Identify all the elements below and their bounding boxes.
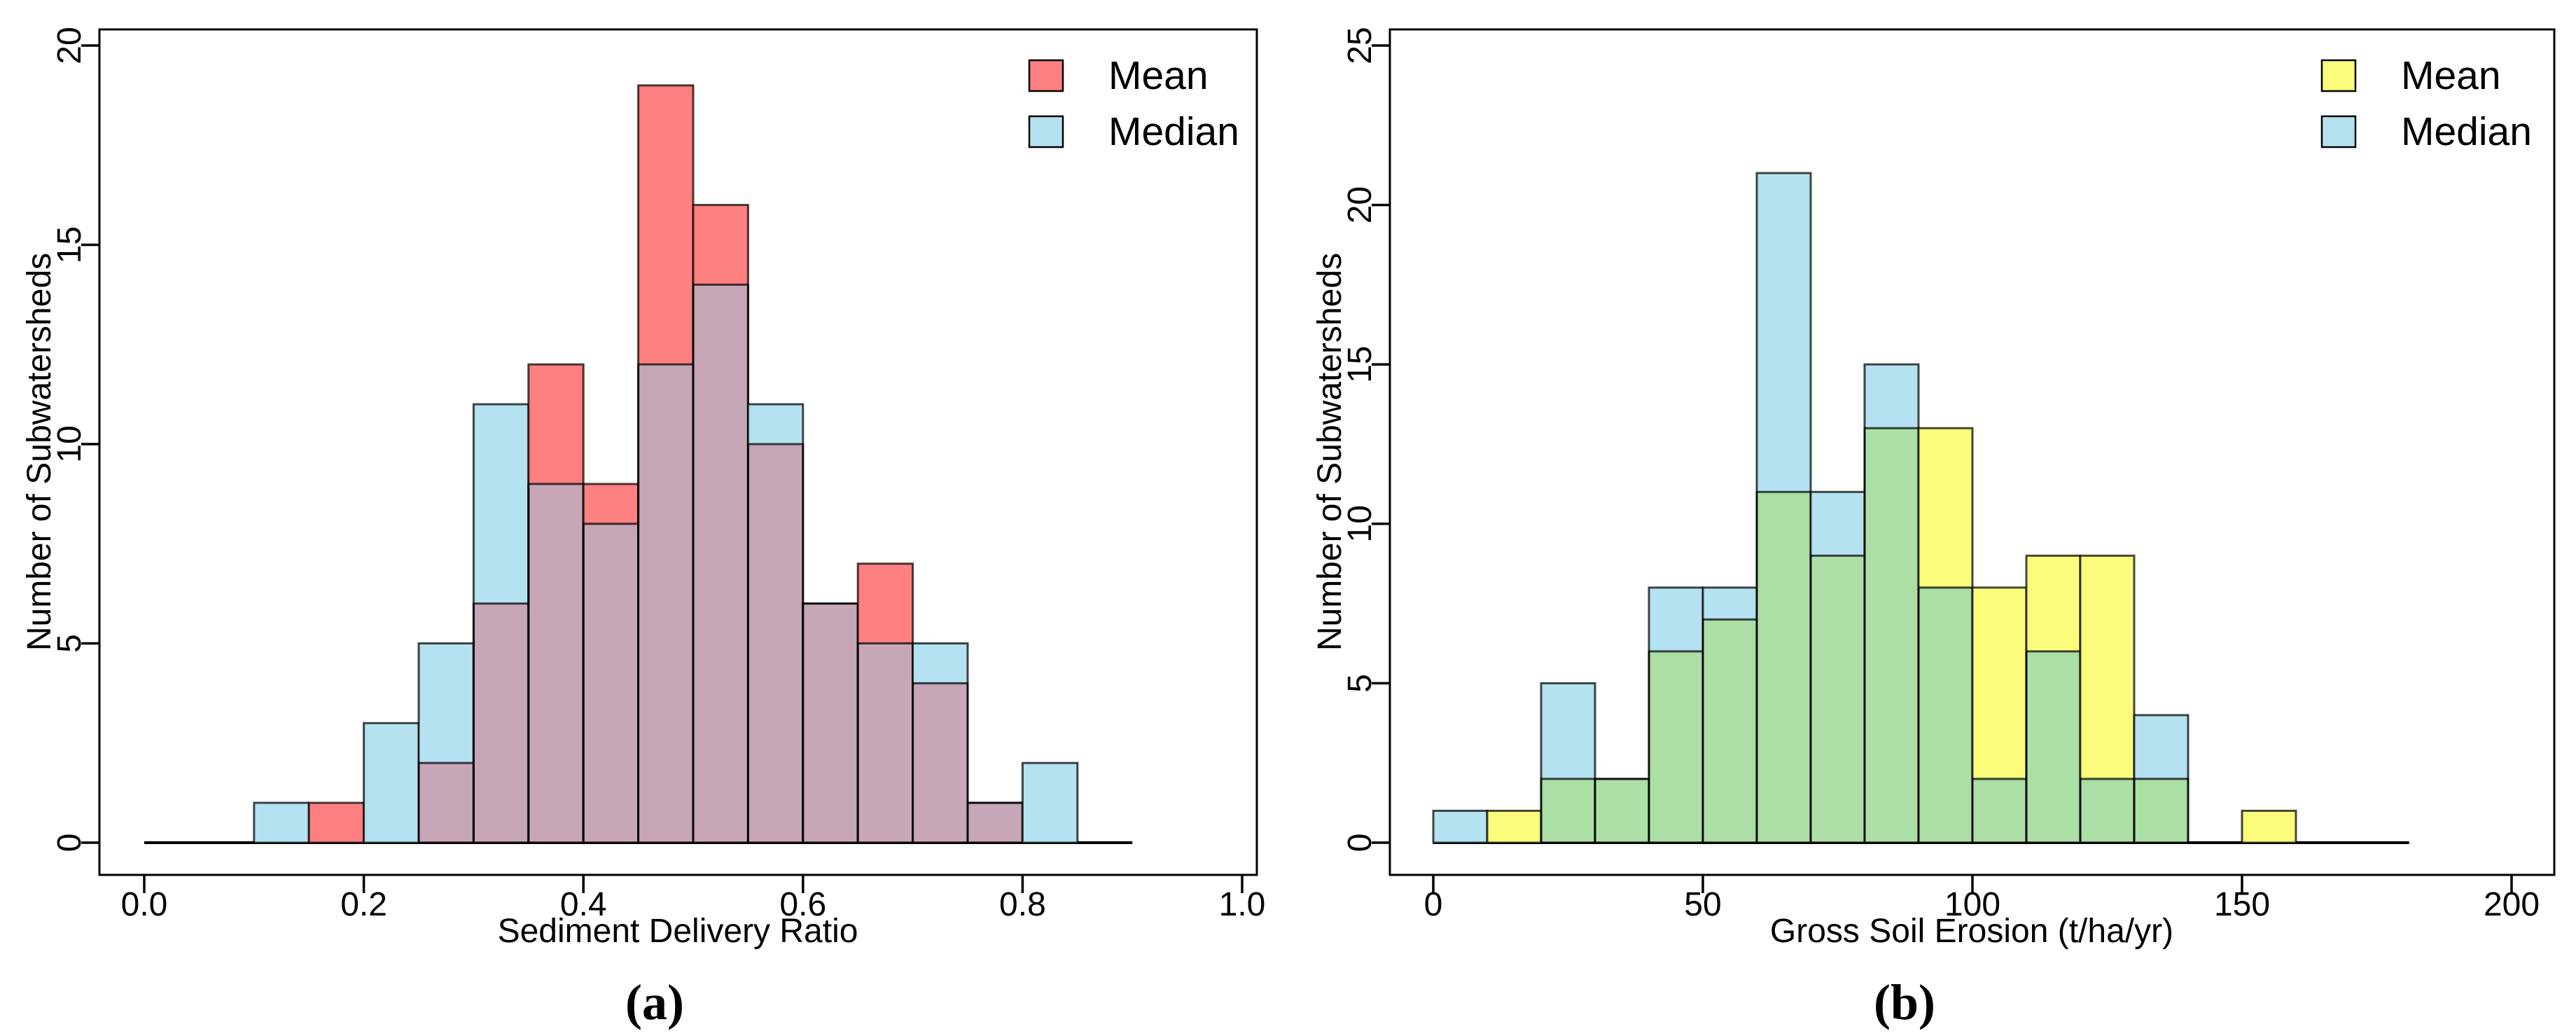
x-tick-label: 0.4 [560,886,607,923]
y-tick-label: 15 [51,226,88,263]
hist-bar-overlap [1757,492,1811,843]
hist-bar-overlap [583,523,639,843]
hist-bar-overlap [2134,778,2188,843]
x-tick-label: 1.0 [1219,886,1266,923]
hist-bar-median [1433,810,1487,843]
hist-bar-mean [2242,810,2296,843]
hist-bar-mean [1972,587,2026,779]
hist-bar-overlap [1811,555,1865,843]
hist-bar-median [1865,364,1919,429]
hist-bar-median [1757,173,1811,492]
hist-bar-mean [1487,810,1541,843]
hist-bar-mean-outline [2241,809,2297,844]
y-tick-label: 20 [51,27,88,64]
x-tick-label: 50 [1684,886,1721,923]
panel-caption-b: (b) [1874,974,1935,1030]
hist-bar-median [1703,587,1757,620]
hist-bar-overlap [419,763,474,843]
legend-median-label-a: Median [1108,109,1239,154]
y-axis-title-b: Number of Subwatersheds [1311,253,1349,651]
x-tick-label: 200 [2484,886,2540,923]
hist-bar-overlap [1595,778,1649,843]
y-tick-label: 20 [1342,186,1379,223]
x-tick-label: 0.6 [779,886,826,923]
x-tick-label: 0.0 [121,886,168,923]
hist-bar-mean [693,205,749,285]
legend-mean-swatch-a [1028,59,1064,92]
hist-bar-median [473,404,529,604]
hist-bar-overlap [1972,778,2026,843]
hist-bar-overlap [802,603,858,843]
hist-bar-overlap [968,803,1023,843]
x-tick-label: 0 [1424,886,1443,923]
legend-median-swatch-b [2320,115,2357,149]
hist-bar-median [748,404,803,444]
hist-bar-median [1541,683,1595,779]
x-tick-label: 0.2 [340,886,387,923]
y-tick-label: 15 [1342,346,1379,383]
hist-bar-overlap [858,643,913,843]
panel-a-graphics: 0.0 0.2 0.4 0.6 0.8 1.0 0 5 10 15 20 [51,27,1265,923]
hist-bar-mean [309,803,364,843]
hist-bar-mean [2026,555,2080,651]
hist-bar-median-outline [2133,714,2189,844]
y-tick-label: 0 [51,834,88,852]
hist-bar-median [1811,492,1865,556]
y-tick-label: 25 [1342,27,1379,64]
legend-median-swatch-a [1028,115,1064,149]
panel-b-graphics: 0 50 100 150 200 0 5 10 15 20 25 [1342,27,2556,923]
hist-bar-overlap [638,364,693,843]
hist-bar-overlap [912,683,968,843]
y-tick-label: 10 [51,425,88,462]
hist-bar-mean [1919,428,1972,588]
hist-bar-overlap [528,483,584,843]
legend-median-label-b: Median [2401,109,2532,154]
hist-bar-median [2134,714,2188,779]
hist-bar-mean [2080,555,2134,779]
hist-bar-overlap [748,444,803,843]
hist-bar-median [363,723,419,843]
hist-bar-overlap [2080,778,2134,843]
y-tick-label: 10 [1342,505,1379,542]
hist-bar-mean [583,483,639,524]
legend-mean-swatch-b [2320,59,2357,92]
hist-bar-overlap [2026,651,2080,843]
hist-bar-mean [638,85,693,365]
hist-bar-median [1022,763,1078,843]
x-axis-title-b: Gross Soil Erosion (t/ha/yr) [1770,913,2173,950]
hist-bar-mean [528,364,584,484]
x-tick-label: 100 [1944,886,2000,923]
legend-mean-label-a: Mean [1108,53,1209,98]
y-axis-title-a: Number of Subwatersheds [21,253,58,651]
plot-box [98,28,1258,876]
x-tick-label: 150 [2214,886,2270,923]
hist-bar-overlap [1919,587,1972,843]
panel-caption-a: (a) [625,974,684,1030]
hist-bar-overlap [1649,651,1703,843]
hist-bar-median-outline [912,642,969,844]
hist-bar-overlap [473,603,529,843]
hist-bar-median [253,803,309,843]
hist-bar-median [1649,587,1703,651]
hist-bar-median-outline [1540,682,1596,844]
hist-bar-median [912,643,968,684]
hist-bar-overlap [693,284,749,843]
y-tick-label: 5 [1342,674,1379,693]
hist-bar-median-outline [1021,761,1079,844]
y-tick-label: 5 [51,634,88,653]
hist-bar-median [419,643,474,764]
y-tick-label: 0 [1342,834,1379,852]
hist-bar-overlap [1541,778,1595,843]
hist-bar-overlap [1703,619,1757,843]
hist-bar-overlap [1865,428,1919,843]
legend-mean-label-b: Mean [2401,53,2501,98]
hist-bar-mean [858,563,913,644]
x-tick-label: 0.8 [999,886,1046,923]
x-axis-title-a: Sediment Delivery Ratio [498,913,858,950]
